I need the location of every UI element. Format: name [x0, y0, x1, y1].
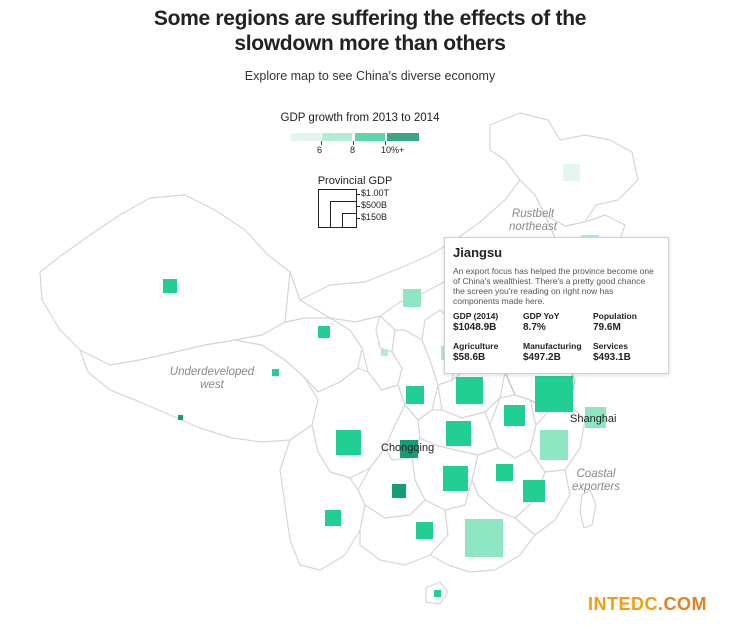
island-taiwan [579, 489, 597, 529]
stat-gdp: GDP (2014) $1048.9B [453, 311, 523, 333]
square-hunan[interactable] [443, 466, 468, 491]
legend-tick-8: 8 [350, 145, 356, 155]
size-label-1t: $1.00T [361, 188, 390, 198]
color-legend-title: GDP growth from 2013 to 2014 [280, 112, 440, 124]
legend-tick-10: 10%+ [381, 145, 405, 155]
square-jiangsu[interactable] [535, 376, 573, 412]
title-line-2: slowdown more than others [234, 32, 506, 55]
size-legend-title: Provincial GDP [317, 175, 393, 187]
stat-value: $493.1B [593, 352, 631, 363]
watermark-logo: INTEDC.COM [588, 594, 707, 615]
square-guangxi[interactable] [416, 522, 433, 539]
stat-label: GDP (2014) [453, 311, 499, 321]
square-shanghai[interactable] [585, 407, 606, 428]
stat-value: $58.6B [453, 352, 486, 363]
square-hubei[interactable] [446, 421, 471, 446]
stat-value: 79.6M [593, 322, 621, 333]
stat-value: $497.2B [523, 352, 561, 363]
title-line-1: Some regions are suffering the effects o… [153, 7, 587, 30]
square-tibet[interactable] [178, 415, 183, 420]
stat-value: $1048.9B [453, 322, 497, 333]
square-shaanxi[interactable] [406, 386, 424, 404]
square-anhui[interactable] [504, 405, 525, 426]
square-xinjiang[interactable] [163, 279, 177, 293]
square-henan[interactable] [456, 377, 483, 404]
stat-agriculture: Agriculture $58.6B [453, 341, 523, 363]
stat-label: Agriculture [453, 341, 499, 351]
square-inner-mongolia[interactable] [403, 289, 421, 307]
square-heilongjiang[interactable] [563, 164, 580, 181]
square-ningxia[interactable] [381, 349, 388, 356]
legend-swatch-4 [387, 133, 419, 141]
tooltip-title: Jiangsu [453, 245, 503, 260]
subtitle: Explore map to see China's diverse econo… [244, 69, 496, 83]
square-jiangxi[interactable] [496, 464, 513, 481]
square-guangdong[interactable] [465, 519, 503, 557]
label-rustbelt-northeast: Rustbelt northeast [509, 208, 557, 233]
province-tooltip: Jiangsu An export focus has helped the p… [444, 237, 669, 374]
tooltip-description: An export focus has helped the province … [453, 266, 654, 306]
label-underdeveloped-west: Underdeveloped west [169, 366, 255, 391]
square-yunnan[interactable] [325, 510, 341, 526]
label-coastal-exporters: Coastal exporters [572, 468, 620, 493]
square-shanxi[interactable] [441, 346, 444, 360]
stat-gdp-yoy: GDP YoY 8.7% [523, 311, 593, 333]
watermark-part-2: .COM [658, 594, 707, 614]
label-shanghai: Shanghai [570, 413, 617, 425]
legend-tick-6: 6 [317, 145, 323, 155]
square-zhejiang[interactable] [540, 430, 568, 460]
stat-value: 8.7% [523, 322, 546, 333]
stat-label: Manufacturing [523, 341, 582, 351]
stat-population: Population 79.6M [593, 311, 663, 333]
square-gansu[interactable] [318, 326, 330, 338]
size-label-150b: $150B [361, 212, 388, 222]
square-guizhou[interactable] [392, 484, 406, 498]
square-hainan[interactable] [434, 590, 441, 597]
watermark-part-1: INTEDC [588, 594, 658, 614]
square-sichuan[interactable] [336, 430, 361, 455]
stat-services: Services $493.1B [593, 341, 663, 363]
legend-swatch-2 [322, 133, 352, 141]
stat-label: Services [593, 341, 628, 351]
legend-swatch-1 [291, 133, 321, 141]
stat-manufacturing: Manufacturing $497.2B [523, 341, 593, 363]
square-chongqing[interactable] [400, 440, 418, 458]
square-qinghai[interactable] [272, 369, 279, 376]
label-chongqing: Chongqing [381, 442, 435, 454]
size-label-500b: $500B [361, 200, 388, 210]
legend-swatch-3 [355, 133, 385, 141]
stat-label: GDP YoY [523, 311, 560, 321]
size-box-small [342, 213, 357, 228]
square-fujian[interactable] [523, 480, 545, 502]
stat-label: Population [593, 311, 637, 321]
page-title: Some regions are suffering the effects o… [0, 6, 740, 56]
